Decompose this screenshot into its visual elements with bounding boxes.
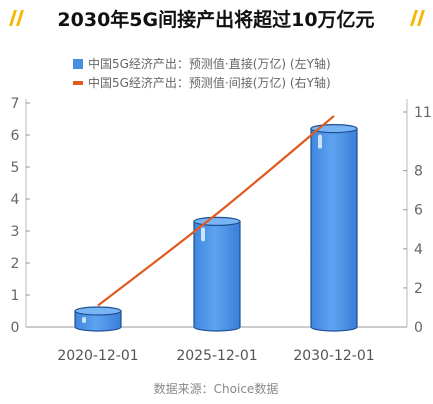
legend-swatch-line	[73, 81, 83, 85]
slash-icon	[417, 10, 425, 26]
legend: 中国5G经济产出：预测值·直接(万亿) (左Y轴) 中国5G经济产出：预测值·间接…	[73, 56, 331, 90]
x-tick-label: 2025-12-01	[176, 348, 257, 364]
left-tick-label: 2	[11, 256, 20, 272]
x-tick-label: 2030-12-01	[293, 348, 374, 364]
right-tick-label: 6	[414, 203, 423, 219]
left-tick-label: 7	[11, 96, 20, 112]
left-tick-label: 3	[11, 224, 20, 240]
title-decoration-icon	[410, 10, 425, 26]
left-tick-label: 5	[11, 160, 20, 176]
legend-item-1: 中国5G经济产出：预测值·间接(万亿) (右Y轴)	[73, 75, 331, 90]
source-note: 数据来源：Choice数据	[154, 381, 279, 396]
bar-highlight	[201, 227, 205, 242]
x-tick-label: 2020-12-01	[57, 348, 138, 364]
left-tick-label: 4	[11, 192, 20, 208]
right-tick-label: 2	[414, 281, 423, 297]
left-tick-label: 1	[11, 288, 20, 304]
bar-highlight	[82, 317, 86, 323]
bar-body	[310, 128, 358, 332]
bar	[310, 124, 358, 332]
slash-icon	[410, 10, 418, 26]
source-text: 数据来源：Choice数据	[154, 381, 279, 396]
right-tick-label: 8	[414, 164, 423, 180]
title-decoration-icon	[9, 10, 24, 26]
bar-highlight	[318, 134, 322, 149]
slash-icon	[9, 10, 17, 26]
bar	[193, 216, 241, 332]
bar-body	[193, 220, 241, 332]
slash-icon	[16, 10, 24, 26]
left-tick-label: 0	[11, 320, 20, 336]
legend-label: 中国5G经济产出：预测值·直接(万亿) (左Y轴)	[88, 56, 331, 71]
legend-item-0: 中国5G经济产出：预测值·直接(万亿) (左Y轴)	[73, 56, 331, 71]
indirect-output-line	[97, 115, 335, 307]
legend-swatch-bar	[73, 59, 83, 69]
bar-series	[74, 124, 358, 332]
right-tick-label: 4	[414, 242, 423, 258]
legend-label: 中国5G经济产出：预测值·间接(万亿) (右Y轴)	[88, 75, 331, 90]
axes: 0 1 2 3 4 5 6 7 0 2 4 6 8 11 2020-12-01 2025-12-01 2030-…	[11, 96, 432, 364]
chart-title: 2030年5G间接产出将超过10万亿元	[57, 8, 374, 31]
bar-top	[74, 306, 122, 316]
bar-top	[193, 216, 241, 226]
left-tick-label: 6	[11, 128, 20, 144]
title-group: 2030年5G间接产出将超过10万亿元	[9, 8, 425, 31]
bar-body	[74, 310, 122, 332]
bar	[74, 306, 122, 332]
right-tick-label: 0	[414, 320, 423, 336]
line-series	[97, 115, 335, 307]
right-tick-label: 11	[414, 105, 432, 121]
